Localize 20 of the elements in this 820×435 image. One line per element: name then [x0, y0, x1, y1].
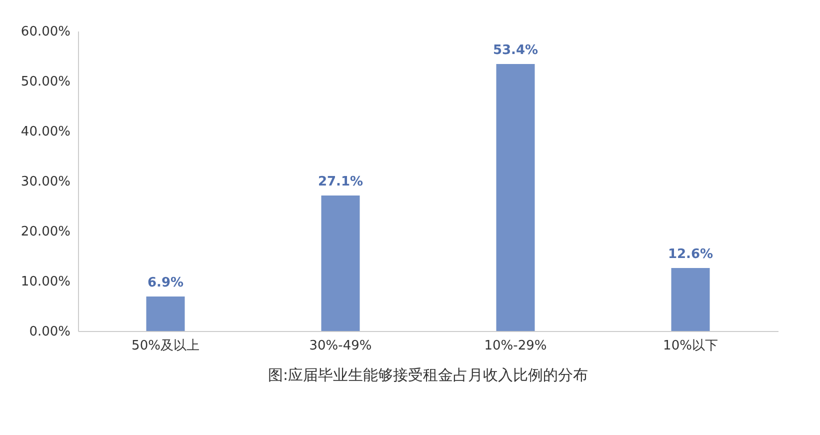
- y-tick-label: 40.00%: [20, 124, 70, 140]
- y-tick-label: 0.00%: [29, 324, 70, 340]
- y-tick-label: 30.00%: [20, 174, 70, 190]
- y-tick-label: 50.00%: [20, 74, 70, 90]
- data-label: 53.4%: [492, 43, 538, 58]
- data-label: 12.6%: [668, 247, 714, 262]
- y-tick-label: 20.00%: [20, 224, 70, 240]
- bar: [671, 268, 710, 331]
- y-tick-label: 60.00%: [20, 24, 70, 40]
- y-tick-label: 10.00%: [20, 274, 70, 290]
- bar: [146, 296, 185, 331]
- x-tick-label: 10%-29%: [484, 338, 547, 354]
- x-tick-label: 50%及以上: [132, 338, 200, 354]
- data-label: 6.9%: [147, 276, 184, 290]
- text: 图:应届毕业生能够接受租金占月收入比例的分布: [268, 366, 588, 384]
- x-tick-label: 10%以下: [663, 338, 718, 354]
- bar: [321, 196, 360, 331]
- x-tick-label: 30%-49%: [309, 338, 372, 354]
- bar: [496, 64, 535, 331]
- data-label: 27.1%: [318, 174, 364, 190]
